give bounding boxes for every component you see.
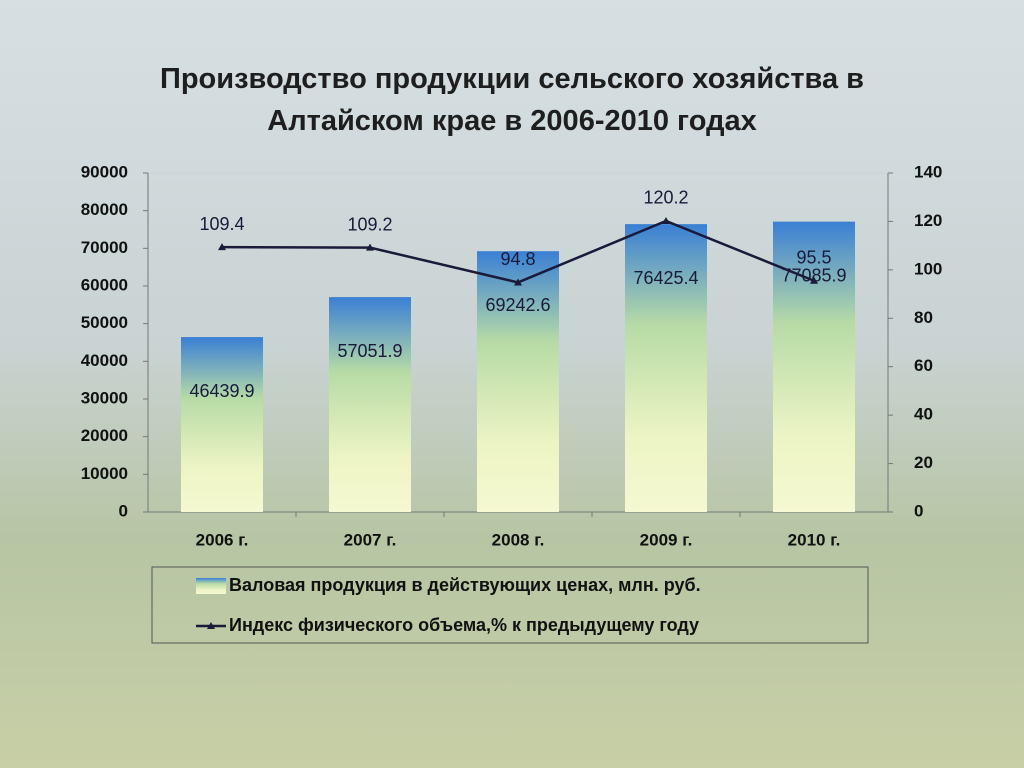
line-marker — [810, 276, 818, 284]
y2-tick-label: 80 — [914, 308, 933, 327]
y2-tick-label: 100 — [914, 259, 942, 278]
chart-title: Производство продукции сельского хозяйст… — [159, 63, 864, 137]
legend-label: Индекс физического объема,% к предыдущем… — [229, 615, 699, 635]
y-tick-label: 40000 — [81, 351, 128, 370]
y-tick-label: 60000 — [81, 275, 128, 294]
y2-tick-label: 60 — [914, 356, 933, 375]
y2-tick-label: 40 — [914, 405, 933, 424]
legend-marker — [207, 622, 215, 629]
legend-label: Валовая продукция в действующих ценах, м… — [229, 575, 701, 595]
x-tick-label: 2008 г. — [492, 530, 545, 549]
y-tick-label: 10000 — [81, 464, 128, 483]
y2-tick-label: 20 — [914, 453, 933, 472]
bar-value-label: 46439.9 — [189, 381, 254, 401]
line-marker — [366, 243, 374, 251]
y-tick-label: 80000 — [81, 200, 128, 219]
bar — [329, 297, 411, 512]
bar — [625, 224, 707, 513]
bar-value-label: 69242.6 — [485, 295, 550, 315]
y-tick-label: 70000 — [81, 238, 128, 257]
bar-value-label: 57051.9 — [337, 341, 402, 361]
bar-value-label: 76425.4 — [633, 268, 698, 288]
y2-tick-label: 0 — [914, 501, 923, 520]
y2-tick-label: 140 — [914, 162, 942, 181]
x-tick-label: 2007 г. — [344, 530, 397, 549]
line-value-label: 120.2 — [643, 188, 688, 208]
line-value-label: 109.2 — [347, 214, 392, 234]
y2-tick-label: 120 — [914, 211, 942, 230]
legend-box — [151, 566, 869, 644]
y-tick-label: 0 — [119, 501, 128, 520]
line-marker — [514, 278, 522, 286]
line-marker — [662, 216, 670, 224]
line-value-label: 94.8 — [500, 249, 535, 269]
line-value-label: 109.4 — [199, 214, 244, 234]
x-tick-label: 2009 г. — [640, 530, 693, 549]
y-tick-label: 30000 — [81, 388, 128, 407]
y-tick-label: 20000 — [81, 426, 128, 445]
bar-value-label: 77085.9 — [781, 265, 846, 285]
x-tick-label: 2006 г. — [196, 530, 249, 549]
line-marker — [218, 243, 226, 251]
legend-swatch — [196, 578, 226, 594]
y-tick-label: 90000 — [81, 162, 128, 181]
y-tick-label: 50000 — [81, 313, 128, 332]
bar — [477, 251, 559, 512]
x-tick-label: 2010 г. — [788, 530, 841, 549]
bar — [181, 337, 263, 512]
line-value-label: 95.5 — [796, 248, 831, 268]
